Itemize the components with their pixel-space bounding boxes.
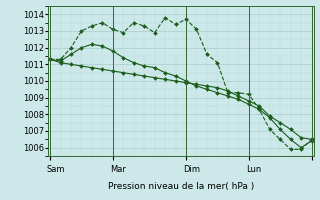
Text: Dim: Dim xyxy=(183,165,200,174)
X-axis label: Pression niveau de la mer( hPa ): Pression niveau de la mer( hPa ) xyxy=(108,182,254,191)
Text: Sam: Sam xyxy=(46,165,65,174)
Text: Mar: Mar xyxy=(110,165,126,174)
Text: Lun: Lun xyxy=(246,165,262,174)
